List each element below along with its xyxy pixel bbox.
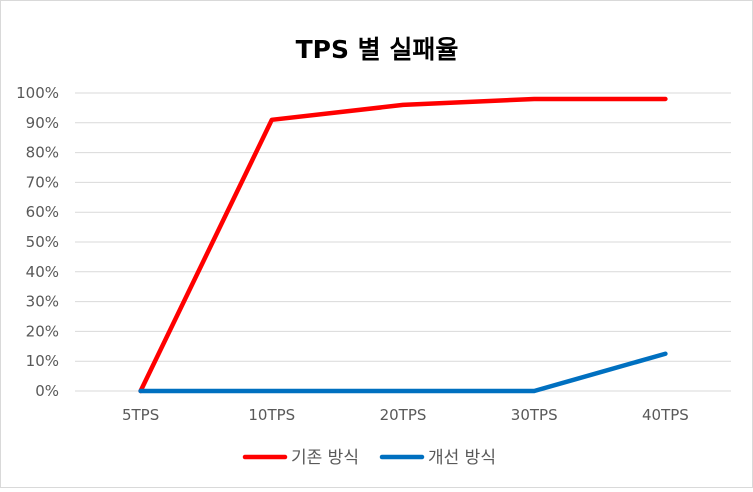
legend-label: 기존 방식 bbox=[291, 448, 359, 468]
y-tick-label: 90% bbox=[26, 114, 59, 132]
x-tick-label: 30TPS bbox=[511, 406, 558, 424]
chart-title: TPS 별 실패율 bbox=[296, 35, 459, 64]
x-axis-ticks: 5TPS 10TPS 20TPS 30TPS 40TPS bbox=[122, 406, 689, 424]
y-tick-label: 60% bbox=[26, 203, 59, 221]
x-tick-label: 5TPS bbox=[122, 406, 159, 424]
x-tick-label: 20TPS bbox=[380, 406, 427, 424]
series-lines bbox=[138, 96, 668, 394]
y-tick-label: 40% bbox=[26, 263, 59, 281]
x-tick-label: 10TPS bbox=[248, 406, 295, 424]
series-line bbox=[138, 351, 668, 394]
series-line bbox=[138, 96, 668, 394]
y-tick-label: 0% bbox=[35, 382, 59, 400]
y-tick-label: 100% bbox=[16, 84, 59, 102]
y-tick-label: 20% bbox=[26, 322, 59, 340]
legend-label: 개선 방식 bbox=[428, 448, 496, 468]
y-tick-label: 80% bbox=[26, 144, 59, 162]
y-tick-label: 70% bbox=[26, 173, 59, 191]
legend: 기존 방식 개선 방식 bbox=[242, 448, 496, 468]
gridlines bbox=[75, 92, 731, 392]
y-tick-label: 10% bbox=[26, 352, 59, 370]
x-tick-label: 40TPS bbox=[642, 406, 689, 424]
y-tick-label: 50% bbox=[26, 233, 59, 251]
y-axis-ticks: 0% 10% 20% 30% 40% 50% 60% 70% 80% 90% 100% bbox=[16, 84, 59, 400]
y-tick-label: 30% bbox=[26, 293, 59, 311]
